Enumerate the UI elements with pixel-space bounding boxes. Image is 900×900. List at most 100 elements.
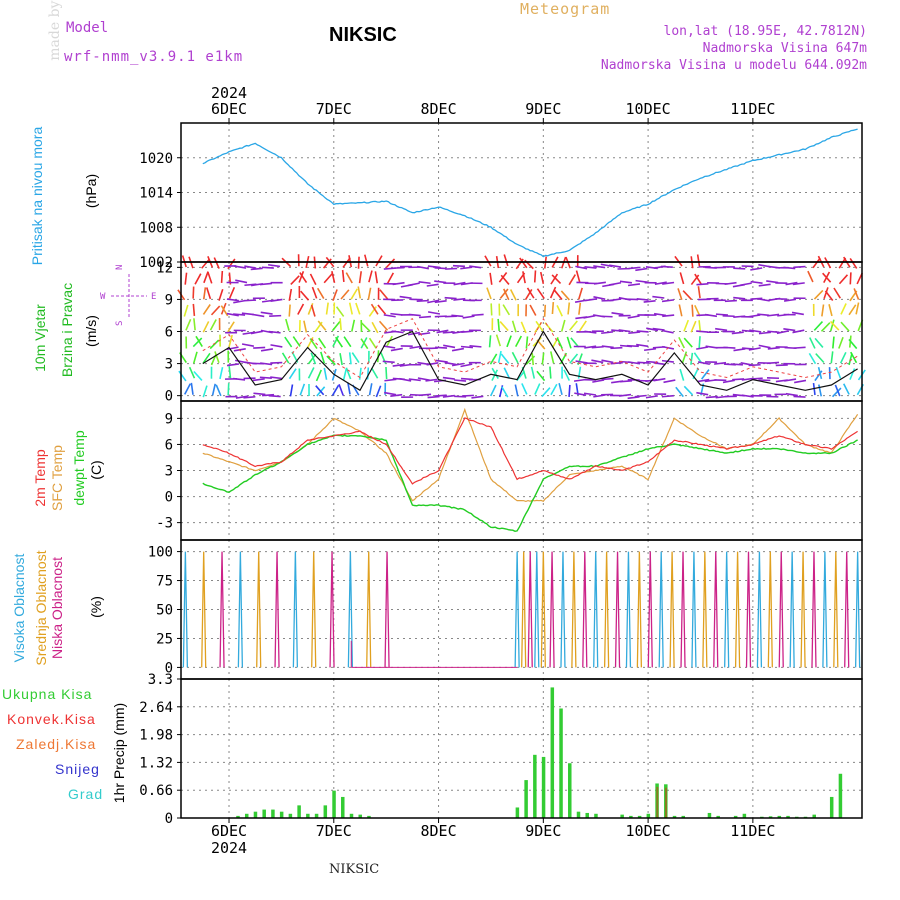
top-day-label-5: 11DEC (730, 100, 775, 118)
wind-barb-440 (593, 265, 606, 269)
wind-barb-682 (838, 274, 849, 285)
precip-bar-28 (637, 815, 642, 818)
wind-barb-700 (856, 272, 863, 285)
pressure-ytick-label-1: 1008 (139, 220, 173, 236)
wind-barb-394 (551, 274, 562, 285)
wind-barb-306 (471, 395, 484, 399)
cloud-ytick-label-4: 100 (148, 545, 173, 561)
temperature-ytick-label-0: -3 (156, 516, 173, 532)
wind-barb-484 (635, 279, 648, 283)
wind-barb-331 (498, 272, 508, 283)
wind-barb-195 (367, 287, 372, 300)
wind-barb-659 (815, 353, 825, 364)
wind-barb-415 (573, 378, 587, 382)
wind-barb-179 (348, 255, 353, 268)
wind-barb-397 (563, 369, 571, 381)
wind-barb-471 (626, 344, 639, 348)
wind-barb-466 (619, 280, 632, 284)
wind-barb-244 (408, 378, 421, 382)
wind-barb-672 (824, 290, 834, 301)
wind-barb-453 (610, 346, 623, 350)
wind-barb-19 (193, 370, 203, 381)
wind-barb-105 (270, 298, 283, 302)
wind-barb-454 (611, 329, 624, 332)
wind-barb-525 (683, 337, 693, 348)
wind-barb-650 (808, 352, 817, 365)
wind-barb-36 (215, 384, 222, 397)
wind-barb-25 (203, 271, 209, 284)
wind-label-1: 10m Vjetar (32, 304, 48, 372)
wind-barb-111 (284, 336, 293, 348)
wind-barb-496 (653, 377, 666, 382)
wind-barb-206 (375, 255, 383, 267)
wind-barb-148 (317, 320, 327, 331)
top-day-label-2: 8DEC (420, 100, 456, 118)
wind-barb-256 (418, 332, 431, 336)
cloud-bar-23 (614, 551, 621, 668)
wind-barb-681 (833, 287, 842, 299)
wind-barb-66 (233, 348, 246, 352)
wind-barb-673 (822, 272, 832, 283)
wind-barb-261 (427, 395, 440, 399)
wind-barb-77 (241, 312, 254, 316)
precip-bar-44 (812, 814, 816, 818)
wind-barb-0 (184, 383, 192, 395)
wind-barb-116 (281, 257, 292, 268)
wind-barb-155 (326, 355, 336, 366)
wind-barb-108 (289, 384, 294, 397)
wind-barb-152 (322, 258, 332, 269)
bottom-day-label-5: 11DEC (730, 822, 775, 840)
wind-ytick-label-1: 3 (165, 357, 173, 373)
pressure-ytick-label-2: 1014 (139, 186, 173, 202)
cloud-unit: (%) (88, 596, 104, 618)
wind-barb-532 (701, 369, 710, 380)
wind-barb-38 (214, 351, 220, 364)
wind-barb-30 (209, 339, 220, 350)
wind-barb-243 (409, 393, 423, 397)
cloud-bar-31 (702, 551, 708, 668)
wind-barb-486 (645, 395, 658, 399)
cloud-bar-3 (237, 551, 244, 668)
wind-barb-381 (551, 336, 559, 349)
wind-barb-86 (252, 313, 265, 318)
wind-barb-311 (471, 313, 484, 317)
wind-barb-691 (849, 272, 852, 285)
wind-barb-65 (235, 359, 248, 364)
wind-barb-305 (460, 266, 473, 270)
wind-barb-51 (228, 286, 236, 299)
wind-barb-24 (202, 287, 207, 300)
wind-barb-254 (417, 361, 430, 366)
cloud-bar-27 (658, 551, 664, 668)
wind-barb-696 (848, 338, 858, 350)
wind-barb-638 (783, 266, 796, 270)
precip-bar-26 (620, 814, 624, 818)
wind-barb-205 (374, 271, 379, 284)
footer-station: NIKSIC (329, 862, 380, 877)
wind-barb-112 (285, 318, 290, 331)
wind-barb-419 (575, 316, 588, 320)
cloud-bar-37 (767, 551, 773, 668)
wind-barb-69 (233, 299, 246, 304)
pressure-ytick-label-3: 1020 (139, 151, 173, 167)
top-day-label-3: 9DEC (525, 100, 561, 118)
wind-barb-506 (661, 359, 675, 363)
wind-barb-595 (750, 377, 763, 380)
wind-barb-300 (460, 345, 474, 349)
wind-barb-515 (681, 351, 688, 364)
wind-barb-530 (690, 256, 694, 269)
wind-barb-100 (270, 376, 283, 380)
wind-barb-443 (601, 359, 614, 364)
wind-barb-31 (209, 319, 217, 331)
wind-barb-459 (619, 393, 632, 397)
wind-barb-431 (584, 266, 597, 269)
wind-barb-338 (502, 304, 511, 316)
precip-bar-27 (629, 815, 633, 818)
wind-barb-52 (228, 272, 232, 285)
wind-barb-392 (556, 305, 563, 317)
wind-barb-293 (451, 314, 464, 318)
wind-barb-422 (575, 265, 588, 270)
wind-barb-396 (568, 384, 571, 398)
wind-barb-159 (332, 289, 338, 302)
wind-barb-674 (824, 257, 832, 269)
wind-barb-340 (500, 274, 510, 285)
